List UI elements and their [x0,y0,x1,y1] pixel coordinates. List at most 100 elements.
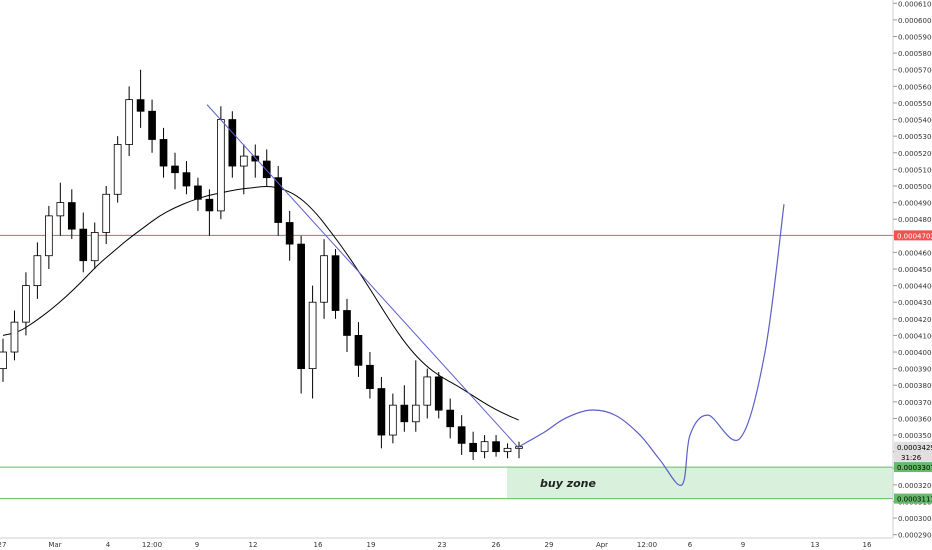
price-tick-label: 0.00061000 [898,0,932,8]
current-price-label-text: 0.00034293 [897,444,932,452]
candle[interactable] [262,149,271,186]
candle-body [194,185,202,200]
candle[interactable] [182,161,191,195]
candle-body [446,409,455,428]
candle-body [320,255,328,303]
candle[interactable] [285,210,294,261]
buy-zone-annotation: buy zone [540,477,596,490]
moving-average-line[interactable] [2,186,520,421]
candle[interactable] [113,136,122,203]
candle[interactable] [251,144,260,178]
buy-zone-bottom-price-label-text: 0.00031173 [897,496,932,504]
candle[interactable] [136,69,145,128]
price-tick-label: 0.00057000 [898,67,932,75]
candle[interactable] [205,189,214,236]
candle-body [205,198,214,212]
time-tick-label: 13 [811,541,820,549]
candle[interactable] [297,235,305,394]
candle-body [159,139,168,167]
price-tick-label: 0.00058000 [898,50,932,58]
candle[interactable] [434,371,443,419]
candle-body [10,321,19,353]
candle-body [33,255,42,287]
price-tick-label: 0.00040000 [898,349,932,357]
candle-body [331,255,340,311]
price-tick-label: 0.00060000 [898,17,932,25]
time-tick-label: 12:00 [142,541,162,549]
price-tick-label: 0.00049000 [898,200,932,208]
candle[interactable] [515,441,523,459]
candle[interactable] [308,285,317,399]
buy-zone-bottom-price-label: 0.00031173 [894,493,932,504]
price-tick-label: 0.00055000 [898,100,932,108]
candle[interactable] [480,435,489,459]
candle[interactable] [377,376,386,449]
candle-body [297,243,305,370]
price-tick-label: 0.00054000 [898,117,932,125]
price-tick-label: 0.00046000 [898,249,932,257]
candle[interactable] [389,393,397,444]
candle[interactable] [67,189,76,240]
buy-zone-box[interactable] [507,467,893,499]
candle[interactable] [239,144,248,195]
resistance-price-label-text: 0.00047026 [897,232,932,240]
price-tick-label: 0.00032000 [898,482,932,490]
candle[interactable] [469,431,477,460]
time-tick-label: Mar [48,541,61,549]
buy-zone-bottom-price-label-bg [894,493,932,504]
candle[interactable] [446,398,455,439]
candle[interactable] [171,152,179,190]
candle[interactable] [125,86,133,157]
candle[interactable] [45,205,53,269]
candle[interactable] [22,272,30,336]
price-tick-label: 0.00050000 [898,183,932,191]
candle-body [45,215,53,257]
candle[interactable] [331,249,340,319]
price-tick-label: 0.00042000 [898,316,932,324]
candle[interactable] [354,322,363,377]
candle-body [251,155,260,162]
candle[interactable] [90,222,99,269]
candle[interactable] [411,360,420,432]
candle[interactable] [503,443,512,459]
candle-body [400,404,409,423]
price-tick-label: 0.00048000 [898,216,932,224]
candle[interactable] [457,415,466,455]
candle[interactable] [10,310,19,361]
time-tick-label: 4 [106,541,111,549]
candle[interactable] [492,435,500,457]
candle-body [308,301,317,370]
candle[interactable] [320,239,328,319]
downtrend-line[interactable] [206,104,520,449]
price-tick-label: 0.00053000 [898,133,932,141]
price-tick-label: 0.00056000 [898,83,932,91]
candle[interactable] [228,111,237,178]
candle-body [389,404,397,436]
candle[interactable] [194,177,202,211]
candle[interactable] [148,99,156,153]
price-tick-label: 0.00044000 [898,283,932,291]
candle-body [434,376,443,411]
projection-path[interactable] [518,204,785,486]
candle[interactable] [366,352,374,399]
candle-body [136,99,145,112]
candle[interactable] [33,242,42,299]
candle[interactable] [0,338,7,382]
candle-body [274,177,283,223]
candle[interactable] [274,166,283,236]
candle[interactable] [343,298,351,353]
candle-body [354,335,363,366]
candle[interactable] [79,212,88,273]
candle[interactable] [423,368,432,419]
candle-body [423,376,432,406]
candle-body [469,442,477,453]
candle[interactable] [56,182,65,236]
candle-body [411,404,420,423]
candle-body [0,351,7,370]
candle[interactable] [102,185,111,245]
candle[interactable] [159,127,168,178]
candle-body [90,232,99,262]
candle[interactable] [400,385,409,432]
